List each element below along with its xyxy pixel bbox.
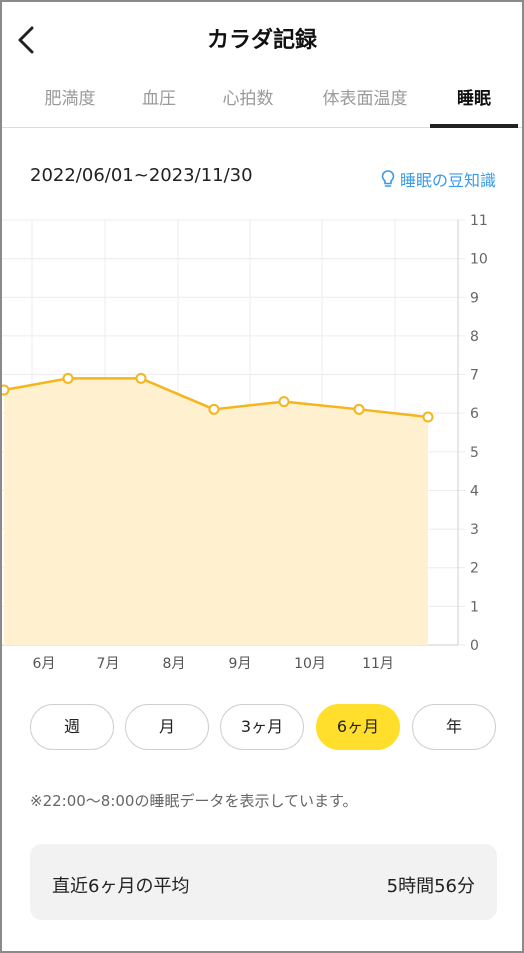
y-tick-label: 8 [470, 329, 479, 345]
tab-blood-pressure[interactable]: 血圧 [142, 89, 176, 109]
series-area [4, 378, 428, 645]
x-tick-label: 6月 [33, 656, 56, 672]
x-tick-label: 10月 [294, 656, 326, 672]
y-tick-label: 5 [470, 445, 479, 461]
average-label: 直近6ヶ月の平均 [52, 876, 190, 897]
x-tick-label: 9月 [229, 656, 252, 672]
range-3month-button[interactable]: 3ヶ月 [220, 704, 304, 750]
sleep-tips-label: 睡眠の豆知識 [399, 171, 496, 190]
y-tick-label: 6 [470, 406, 479, 422]
y-tick-label: 7 [470, 368, 479, 384]
tab-obesity[interactable]: 肥満度 [44, 89, 96, 109]
date-range: 2022/06/01~2023/11/30 [30, 165, 253, 186]
sleep-chart: 0 1 2 3 4 5 6 7 8 9 10 11 6月 7月 8月 9月 10月 11月 [2, 213, 488, 672]
y-tick-label: 0 [470, 638, 479, 654]
range-week-button[interactable]: 週 [30, 704, 114, 750]
tab-heart-rate[interactable]: 心拍数 [222, 89, 274, 109]
data-point [208, 403, 220, 415]
tab-sleep[interactable]: 睡眠 [457, 89, 491, 109]
range-selector: 週 月 3ヶ月 6ヶ月 年 [2, 704, 522, 752]
tab-bar: 肥満度 血圧 心拍数 体表面温度 睡眠 [2, 80, 522, 128]
back-button[interactable] [12, 22, 42, 58]
y-tick-label: 1 [470, 599, 479, 615]
data-point [135, 372, 147, 384]
page-title: カラダ記録 [206, 28, 317, 53]
data-point [62, 372, 74, 384]
y-tick-label: 10 [470, 252, 488, 268]
x-tick-label: 8月 [163, 656, 186, 672]
y-tick-label: 11 [470, 213, 488, 229]
range-6month-button[interactable]: 6ヶ月 [316, 704, 400, 750]
y-tick-label: 3 [470, 522, 479, 538]
average-card: 直近6ヶ月の平均 5時間56分 [30, 844, 497, 920]
data-point [422, 411, 434, 423]
header: カラダ記録 [2, 2, 522, 76]
data-point [278, 396, 290, 408]
x-tick-label: 7月 [97, 656, 120, 672]
range-month-button[interactable]: 月 [125, 704, 209, 750]
sleep-tips-link[interactable]: 睡眠の豆知識 [380, 167, 496, 191]
y-tick-label: 2 [470, 561, 479, 577]
chevron-left-icon [18, 26, 34, 54]
data-point [353, 403, 365, 415]
average-value: 5時間56分 [386, 876, 475, 897]
tab-body-temperature[interactable]: 体表面温度 [322, 89, 408, 109]
y-tick-label: 9 [470, 290, 479, 306]
data-range-note: ※22:00〜8:00の睡眠データを表示しています。 [30, 792, 358, 810]
data-point [2, 384, 10, 396]
range-year-button[interactable]: 年 [412, 704, 496, 750]
x-tick-label: 11月 [362, 656, 394, 672]
lightbulb-icon [381, 170, 395, 187]
y-tick-label: 4 [470, 483, 479, 499]
active-tab-indicator [430, 124, 518, 128]
